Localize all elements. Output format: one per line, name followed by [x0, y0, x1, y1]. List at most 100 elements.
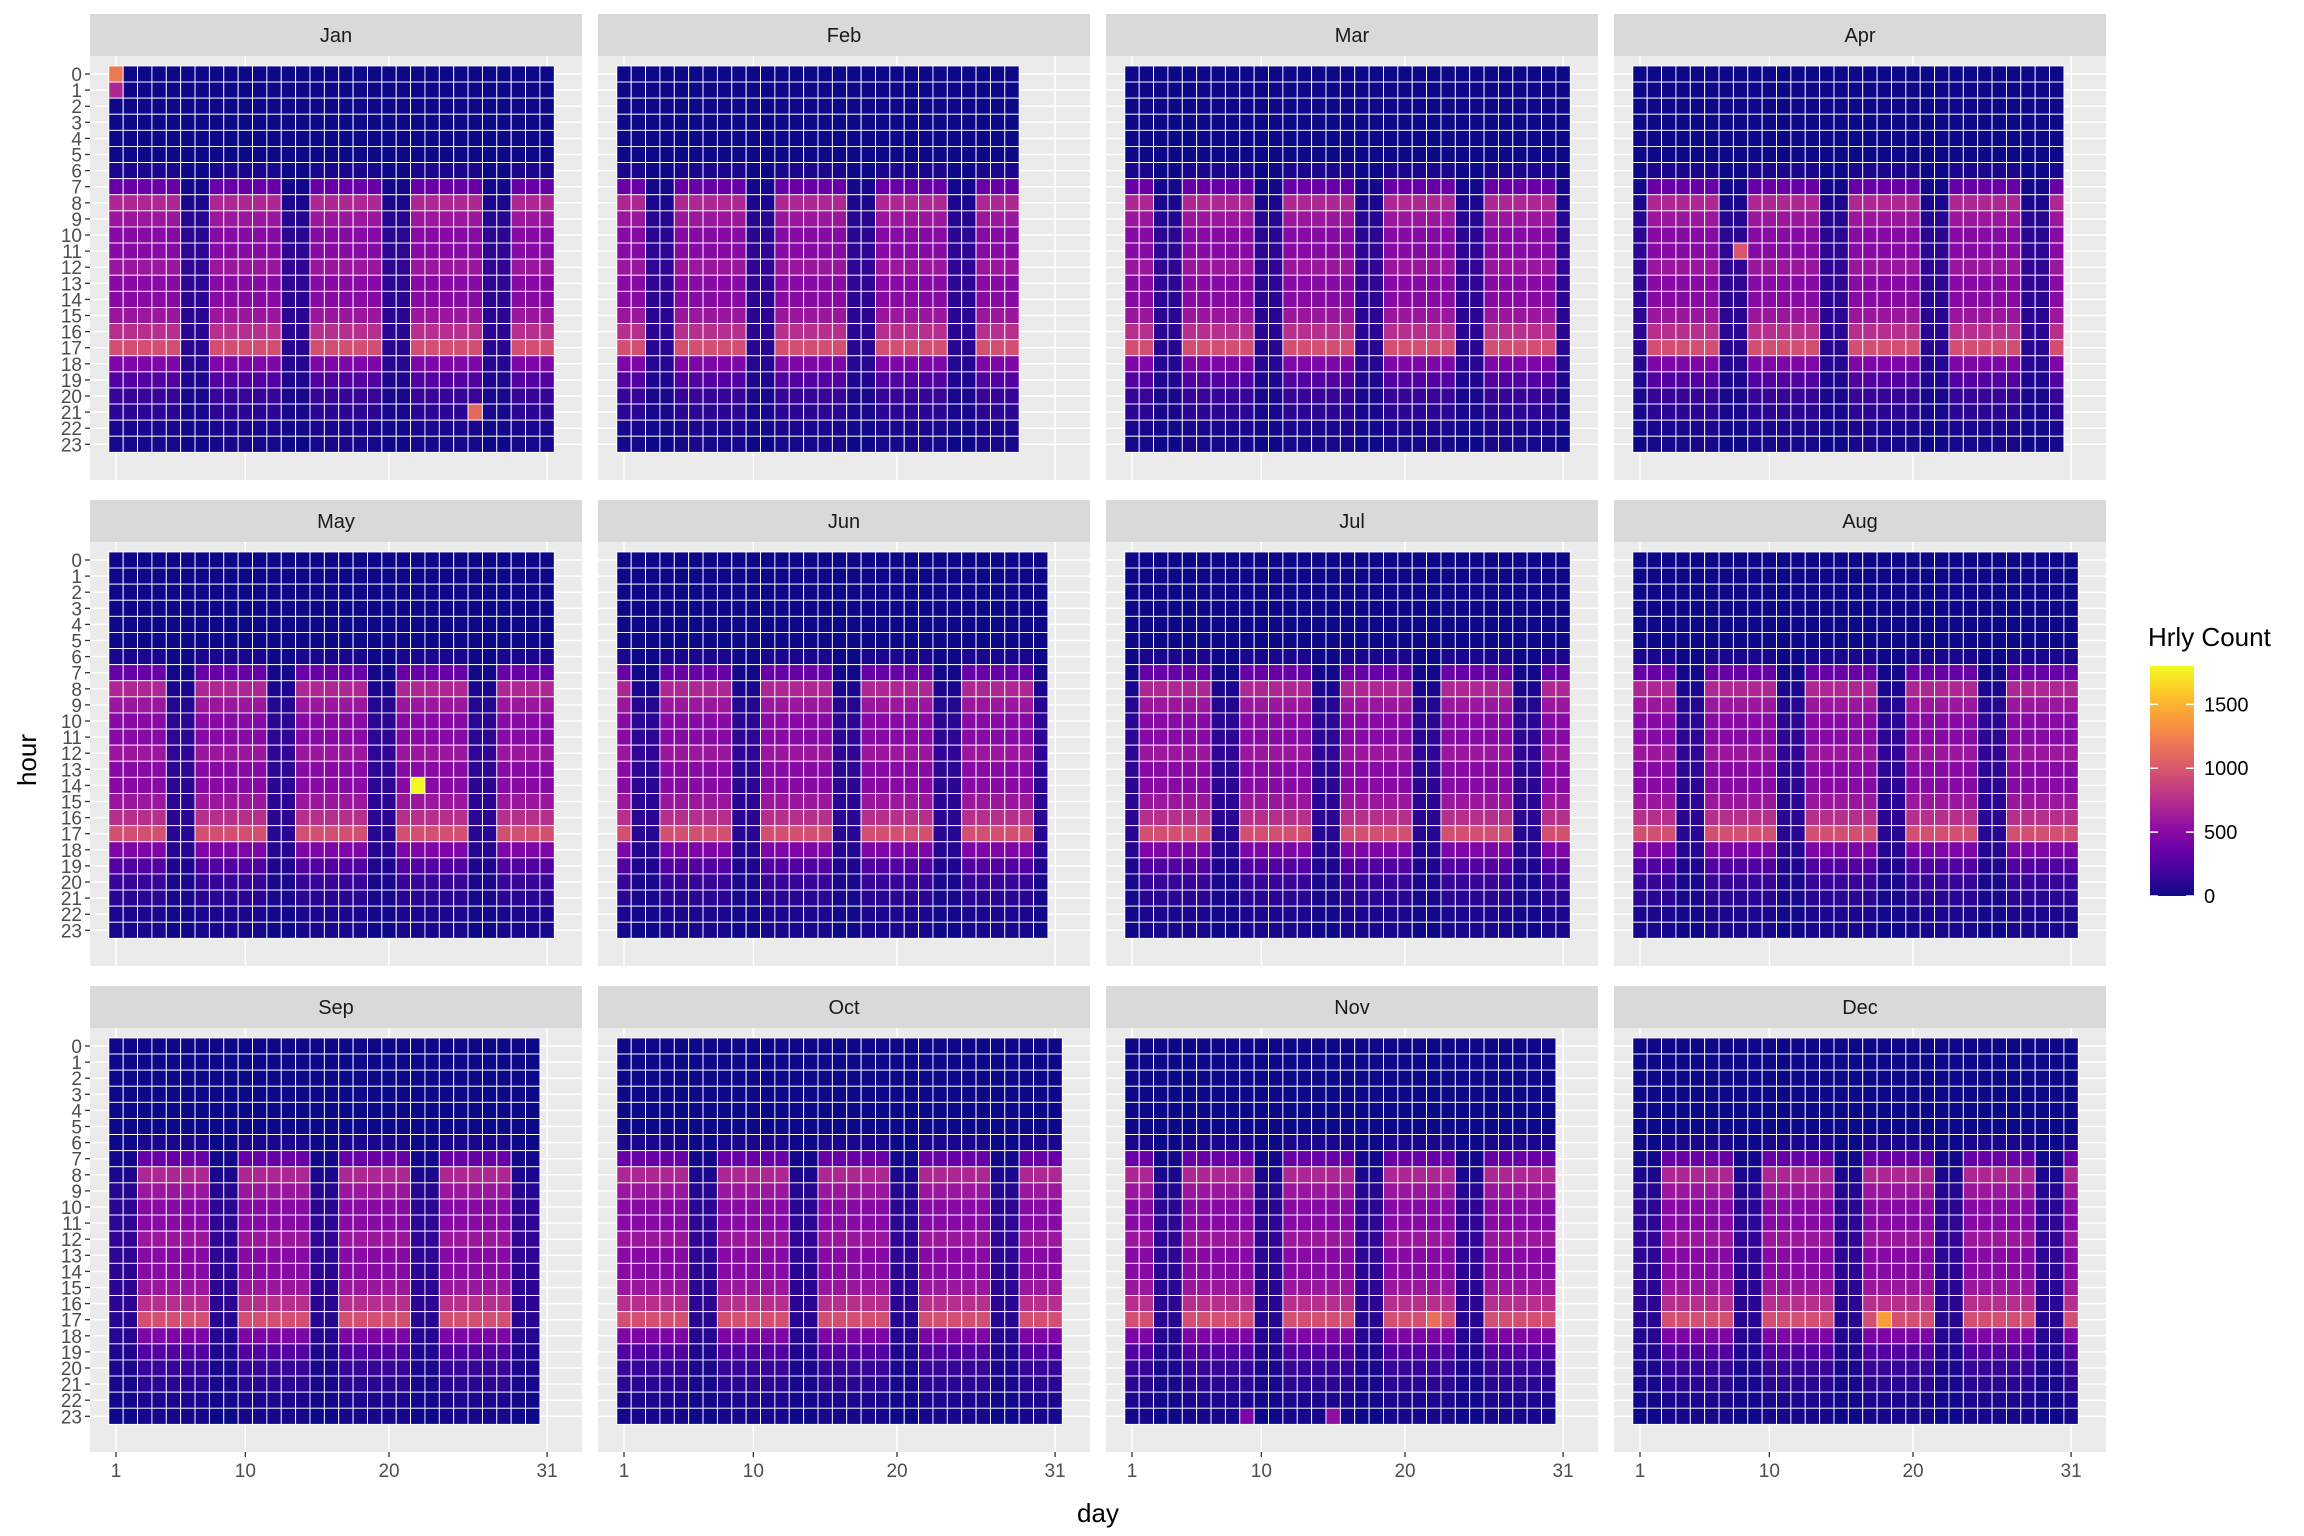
heat-tile — [496, 65, 512, 83]
heat-tile — [223, 435, 239, 453]
heat-tile — [961, 387, 977, 405]
heat-tile — [1704, 210, 1720, 228]
heat-tile — [180, 905, 196, 923]
heat-tile — [151, 583, 167, 601]
heat-tile — [122, 632, 139, 650]
heat-tile — [716, 760, 733, 778]
heat-tile — [616, 648, 632, 666]
heat-tile — [659, 258, 675, 276]
heat-tile — [1153, 712, 1169, 730]
heat-tile — [946, 696, 963, 714]
heat-tile — [1804, 162, 1821, 180]
heat-tile — [688, 371, 704, 389]
heat-tile — [165, 889, 182, 907]
y-tick-label: 11 — [62, 242, 82, 263]
heat-tile — [410, 793, 426, 811]
heat-tile — [280, 65, 297, 83]
heat-tile — [137, 567, 153, 585]
heat-tile — [252, 873, 268, 891]
heat-tile — [1819, 387, 1835, 405]
heat-tile — [1311, 648, 1327, 666]
heat-tile — [630, 290, 647, 308]
heat-tile — [438, 419, 455, 437]
heat-tile — [788, 258, 805, 276]
heat-tile — [716, 178, 733, 196]
heat-tile — [1919, 210, 1936, 228]
heat-tile — [1790, 113, 1806, 131]
heat-tile — [453, 664, 469, 682]
heat-tile — [223, 387, 239, 405]
heat-tile — [1167, 615, 1183, 633]
heat-tile — [223, 744, 239, 762]
heat-tile — [788, 648, 805, 666]
heat-tile — [1138, 145, 1155, 163]
heat-tile — [237, 194, 253, 212]
heat-tile — [1296, 65, 1313, 83]
heat-tile — [122, 403, 139, 421]
heat-tile — [280, 274, 297, 292]
heat-tile — [237, 226, 253, 244]
heat-tile — [367, 81, 383, 99]
heat-tile — [1819, 129, 1835, 147]
heat-tile — [151, 567, 167, 585]
heat-tile — [1632, 355, 1648, 373]
heat-tile — [1253, 648, 1269, 666]
heat-tile — [1167, 664, 1183, 682]
heat-tile — [367, 97, 383, 115]
heat-tile — [702, 129, 718, 147]
heat-tile — [1833, 162, 1849, 180]
heat-tile — [1397, 355, 1413, 373]
heat-tile — [659, 387, 675, 405]
heat-tile — [1253, 632, 1269, 650]
heat-tile — [745, 567, 761, 585]
heat-tile — [496, 696, 512, 714]
heat-tile — [1661, 419, 1677, 437]
heat-tile — [1804, 113, 1821, 131]
heat-tile — [673, 145, 690, 163]
heat-tile — [525, 129, 541, 147]
heat-tile — [688, 615, 704, 633]
heat-tile — [122, 567, 139, 585]
heat-tile — [659, 371, 675, 389]
heat-tile — [438, 113, 455, 131]
heat-tile — [803, 760, 819, 778]
heat-tile — [352, 162, 368, 180]
heat-tile — [280, 599, 297, 617]
heat-tile — [323, 825, 340, 843]
heat-tile — [252, 841, 268, 859]
heat-tile — [122, 162, 139, 180]
heat-tile — [1962, 307, 1979, 325]
heat-tile — [817, 81, 833, 99]
heat-tile — [237, 210, 253, 228]
heat-tile — [1804, 65, 1821, 83]
heat-tile — [2020, 178, 2036, 196]
heat-tile — [237, 403, 253, 421]
heat-tile — [2005, 145, 2022, 163]
heat-tile — [1991, 145, 2007, 163]
heat-tile — [525, 873, 541, 891]
heat-tile — [1704, 387, 1720, 405]
heat-tile — [1224, 712, 1241, 730]
heat-tile — [1483, 97, 1499, 115]
heat-tile — [424, 323, 440, 341]
heat-tile — [659, 680, 675, 698]
heat-tile — [817, 760, 833, 778]
heat-tile — [1224, 776, 1241, 794]
heat-tile — [688, 307, 704, 325]
facet-strip-label: May — [317, 511, 355, 533]
heat-tile — [1124, 825, 1140, 843]
heat-tile — [1526, 81, 1542, 99]
heat-tile — [918, 242, 934, 260]
heat-tile — [1469, 355, 1485, 373]
heat-tile — [1210, 178, 1226, 196]
y-tick-label: 6 — [71, 648, 82, 669]
heat-tile — [1210, 696, 1226, 714]
heat-tile — [237, 567, 253, 585]
heat-tile — [1296, 226, 1313, 244]
heat-tile — [1311, 194, 1327, 212]
heat-tile — [395, 97, 412, 115]
heat-tile — [803, 712, 819, 730]
heat-tile — [846, 387, 862, 405]
heat-tile — [803, 793, 819, 811]
heat-tile — [1661, 258, 1677, 276]
